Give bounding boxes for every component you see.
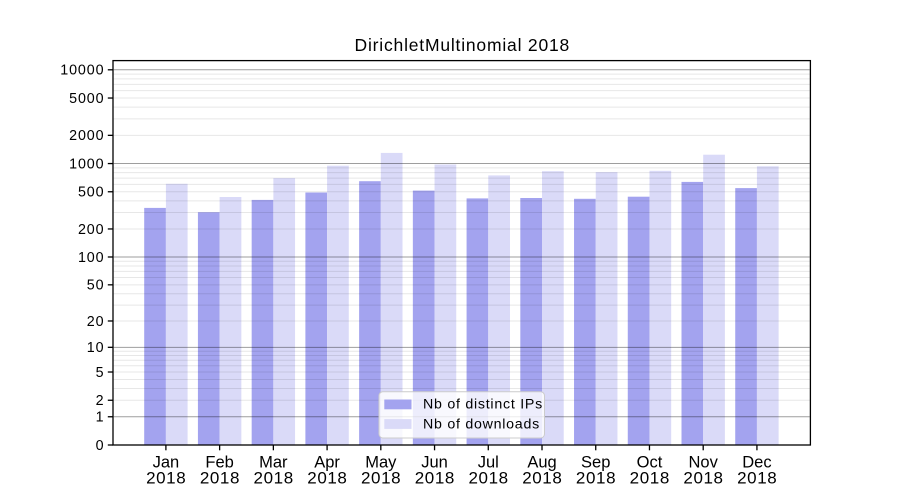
svg-text:Jan: Jan xyxy=(153,453,180,471)
svg-text:DirichletMultinomial 2018: DirichletMultinomial 2018 xyxy=(355,35,571,55)
svg-text:10000: 10000 xyxy=(60,63,104,79)
svg-text:Apr: Apr xyxy=(314,453,340,471)
svg-text:2018: 2018 xyxy=(576,469,616,488)
svg-text:Nb of distinct IPs: Nb of distinct IPs xyxy=(423,397,543,413)
svg-text:2: 2 xyxy=(96,393,105,409)
svg-text:Jun: Jun xyxy=(421,453,448,471)
svg-text:2018: 2018 xyxy=(522,469,562,488)
svg-text:500: 500 xyxy=(78,185,105,201)
svg-text:Nb of downloads: Nb of downloads xyxy=(423,416,540,432)
svg-text:2018: 2018 xyxy=(630,469,670,488)
svg-text:2018: 2018 xyxy=(254,469,294,488)
svg-text:Sep: Sep xyxy=(581,453,610,471)
svg-text:Mar: Mar xyxy=(259,453,288,471)
svg-text:2018: 2018 xyxy=(307,469,347,488)
svg-text:2000: 2000 xyxy=(69,128,104,144)
svg-text:Feb: Feb xyxy=(205,453,233,471)
svg-text:5000: 5000 xyxy=(69,91,104,107)
svg-text:1: 1 xyxy=(96,410,105,426)
svg-text:2018: 2018 xyxy=(683,469,723,488)
svg-text:2018: 2018 xyxy=(415,469,455,488)
svg-text:50: 50 xyxy=(87,278,105,294)
svg-text:2018: 2018 xyxy=(146,469,186,488)
svg-text:5: 5 xyxy=(96,365,105,381)
svg-text:Nov: Nov xyxy=(689,453,719,471)
svg-text:Jul: Jul xyxy=(478,453,499,471)
svg-text:Aug: Aug xyxy=(527,453,556,471)
svg-text:2018: 2018 xyxy=(468,469,508,488)
svg-text:100: 100 xyxy=(78,250,105,266)
svg-text:Oct: Oct xyxy=(637,453,663,471)
svg-text:2018: 2018 xyxy=(200,469,240,488)
svg-text:0: 0 xyxy=(96,438,105,454)
svg-text:2018: 2018 xyxy=(361,469,401,488)
svg-text:10: 10 xyxy=(87,340,105,356)
svg-text:200: 200 xyxy=(78,222,105,238)
svg-text:2018: 2018 xyxy=(737,469,777,488)
svg-text:20: 20 xyxy=(87,314,105,330)
svg-text:Dec: Dec xyxy=(742,453,771,471)
svg-text:May: May xyxy=(365,453,397,471)
svg-text:1000: 1000 xyxy=(69,157,104,173)
